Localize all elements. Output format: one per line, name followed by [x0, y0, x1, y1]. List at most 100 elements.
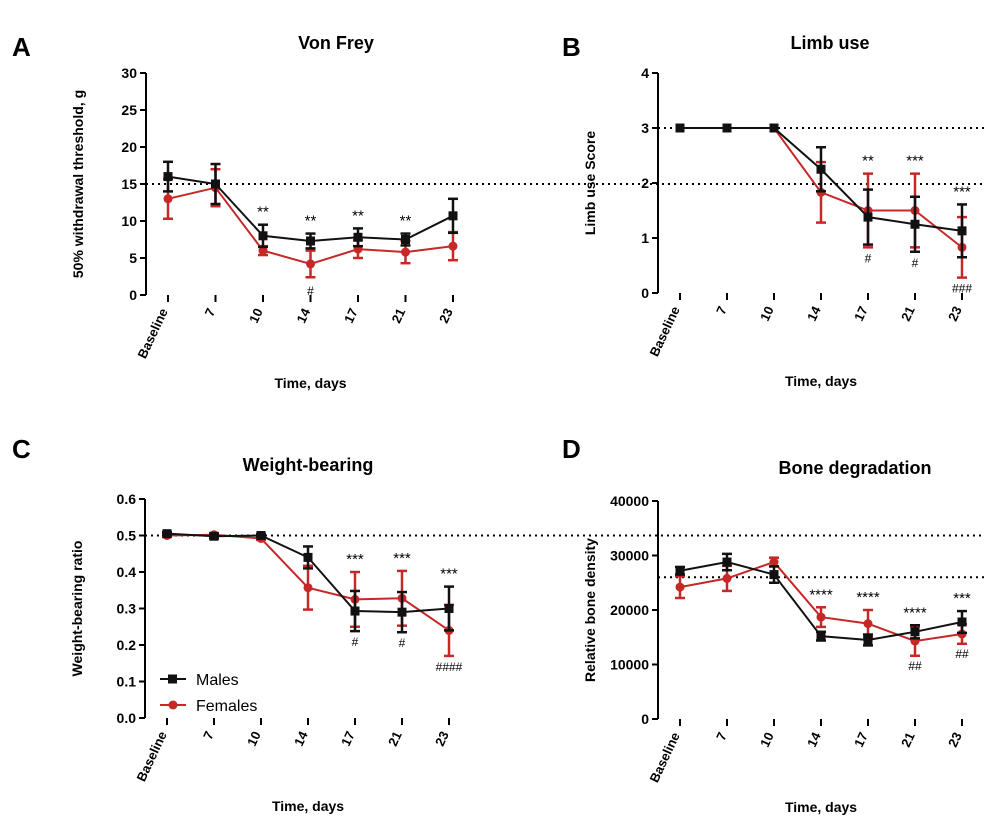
chart-title: Limb use	[790, 33, 869, 53]
data-point	[816, 631, 826, 641]
data-point	[863, 635, 873, 645]
panel-C: C Weight-bearing 0.0 0.1 0.2 0.3 0.4 0.5 0.6 Base…	[12, 434, 985, 814]
x-tick-label: Baseline	[647, 304, 683, 359]
data-point	[444, 604, 454, 613]
data-point	[769, 123, 779, 133]
x-tick-label: 21	[385, 729, 405, 748]
y-tick-label: 20	[121, 139, 137, 155]
y-tick-label: 0.5	[117, 528, 137, 544]
data-point	[256, 531, 266, 540]
data-point	[303, 583, 313, 593]
data-point	[353, 232, 363, 242]
data-point	[816, 612, 826, 622]
series-males	[675, 123, 967, 259]
series-males	[163, 160, 458, 250]
significance-marker: #	[912, 256, 919, 270]
y-tick-label: 10000	[610, 657, 649, 673]
y-tick-label: 15	[121, 176, 137, 192]
x-tick-label: 23	[945, 730, 965, 749]
significance-marker: ##	[908, 659, 922, 673]
data-point	[350, 606, 360, 616]
legend-marker-females	[168, 700, 178, 710]
significance-marker: #	[399, 636, 406, 650]
x-tick-label: 7	[202, 306, 219, 319]
y-tick-label: 25	[121, 102, 137, 118]
significance-marker: ###	[952, 282, 972, 296]
data-point	[769, 570, 779, 580]
data-point	[722, 557, 732, 567]
x-tick-label: 23	[945, 304, 965, 323]
y-tick-label: 2	[641, 175, 649, 191]
x-tick-label: 17	[338, 729, 358, 748]
y-tick-label: 0.6	[117, 491, 137, 507]
data-point	[211, 179, 220, 189]
y-tick-label: 3	[641, 120, 649, 136]
significance-marker: ####	[436, 660, 463, 674]
x-tick-label: 17	[851, 304, 871, 323]
y-tick-label: 4	[641, 65, 649, 81]
panel-letter: C	[12, 434, 31, 464]
data-point	[306, 236, 315, 246]
data-point	[957, 617, 967, 627]
x-tick-label: Baseline	[647, 730, 683, 785]
panel-letter: D	[562, 434, 581, 464]
x-tick-label: Baseline	[134, 729, 170, 784]
significance-marker: ***	[953, 183, 971, 200]
data-point	[957, 226, 967, 236]
x-tick-label: 17	[341, 306, 361, 325]
data-point	[401, 247, 410, 257]
y-tick-label: 0.4	[117, 564, 137, 580]
x-tick-label: 14	[294, 305, 314, 325]
x-tick-label: 23	[432, 729, 452, 748]
legend: Males Females	[160, 672, 257, 715]
legend-marker-males	[168, 674, 177, 684]
significance-marker: **	[257, 204, 269, 221]
data-point	[401, 235, 410, 244]
y-tick-label: 0	[641, 285, 649, 301]
data-point	[675, 123, 685, 133]
x-tick-label: 14	[804, 729, 824, 749]
significance-marker: ***	[440, 566, 458, 583]
x-tick-label: 7	[713, 730, 730, 743]
data-point	[209, 531, 219, 541]
data-point	[163, 194, 173, 204]
data-point	[863, 212, 873, 222]
significance-marker: **	[305, 213, 317, 230]
x-tick-label: 10	[244, 729, 264, 748]
significance-marker: #	[865, 251, 872, 265]
data-point	[910, 219, 920, 229]
x-tick-label: Baseline	[135, 306, 171, 361]
y-tick-label: 30	[121, 65, 137, 81]
y-axis-label: Relative bone density	[582, 538, 598, 682]
data-point	[448, 211, 458, 221]
x-tick-label: 21	[898, 730, 918, 749]
significance-marker: ##	[955, 647, 969, 661]
significance-marker: **	[352, 207, 364, 224]
significance-marker: ****	[809, 586, 833, 603]
y-axis-label: Weight-bearing ratio	[69, 541, 85, 677]
y-tick-label: 1	[641, 230, 649, 246]
data-point	[397, 607, 407, 617]
y-tick-label: 0.3	[117, 601, 137, 617]
y-tick-label: 0.0	[117, 710, 137, 726]
significance-marker: #	[307, 284, 314, 298]
significance-marker: ***	[393, 550, 411, 567]
x-tick-label: 10	[757, 304, 777, 323]
x-tick-label: 10	[246, 306, 266, 325]
data-point	[675, 582, 685, 592]
significance-marker: #	[352, 635, 359, 649]
x-tick-label: 7	[200, 729, 217, 742]
y-tick-label: 0.1	[117, 674, 137, 690]
x-tick-label: 21	[389, 306, 409, 325]
y-tick-label: 30000	[610, 548, 649, 564]
y-tick-label: 5	[129, 250, 137, 266]
data-point	[258, 246, 268, 256]
chart-title: Bone degradation	[778, 458, 931, 478]
data-point	[162, 529, 172, 539]
y-tick-label: 20000	[610, 602, 649, 618]
x-tick-label: 10	[757, 730, 777, 749]
significance-marker: ***	[346, 551, 364, 568]
x-axis-label: Time, days	[785, 799, 857, 815]
significance-marker: **	[400, 213, 412, 230]
